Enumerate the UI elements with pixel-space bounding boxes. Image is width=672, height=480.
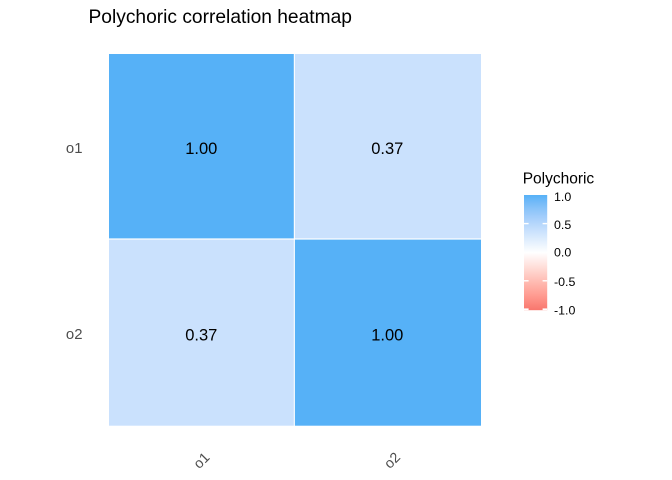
svg-text:Polychoric: Polychoric <box>523 171 595 188</box>
svg-text:0.0: 0.0 <box>554 246 571 260</box>
svg-text:0.5: 0.5 <box>554 218 571 232</box>
svg-text:o1: o1 <box>66 141 83 157</box>
svg-text:Polychoric correlation heatmap: Polychoric correlation heatmap <box>89 7 352 28</box>
svg-text:-1.0: -1.0 <box>554 304 575 318</box>
svg-text:1.00: 1.00 <box>185 140 217 158</box>
svg-text:0.37: 0.37 <box>371 140 403 158</box>
svg-text:1.00: 1.00 <box>371 326 403 344</box>
svg-text:1.0: 1.0 <box>554 190 571 204</box>
svg-text:o2: o2 <box>66 327 83 343</box>
svg-text:-0.5: -0.5 <box>554 275 575 289</box>
svg-text:0.37: 0.37 <box>185 326 217 344</box>
